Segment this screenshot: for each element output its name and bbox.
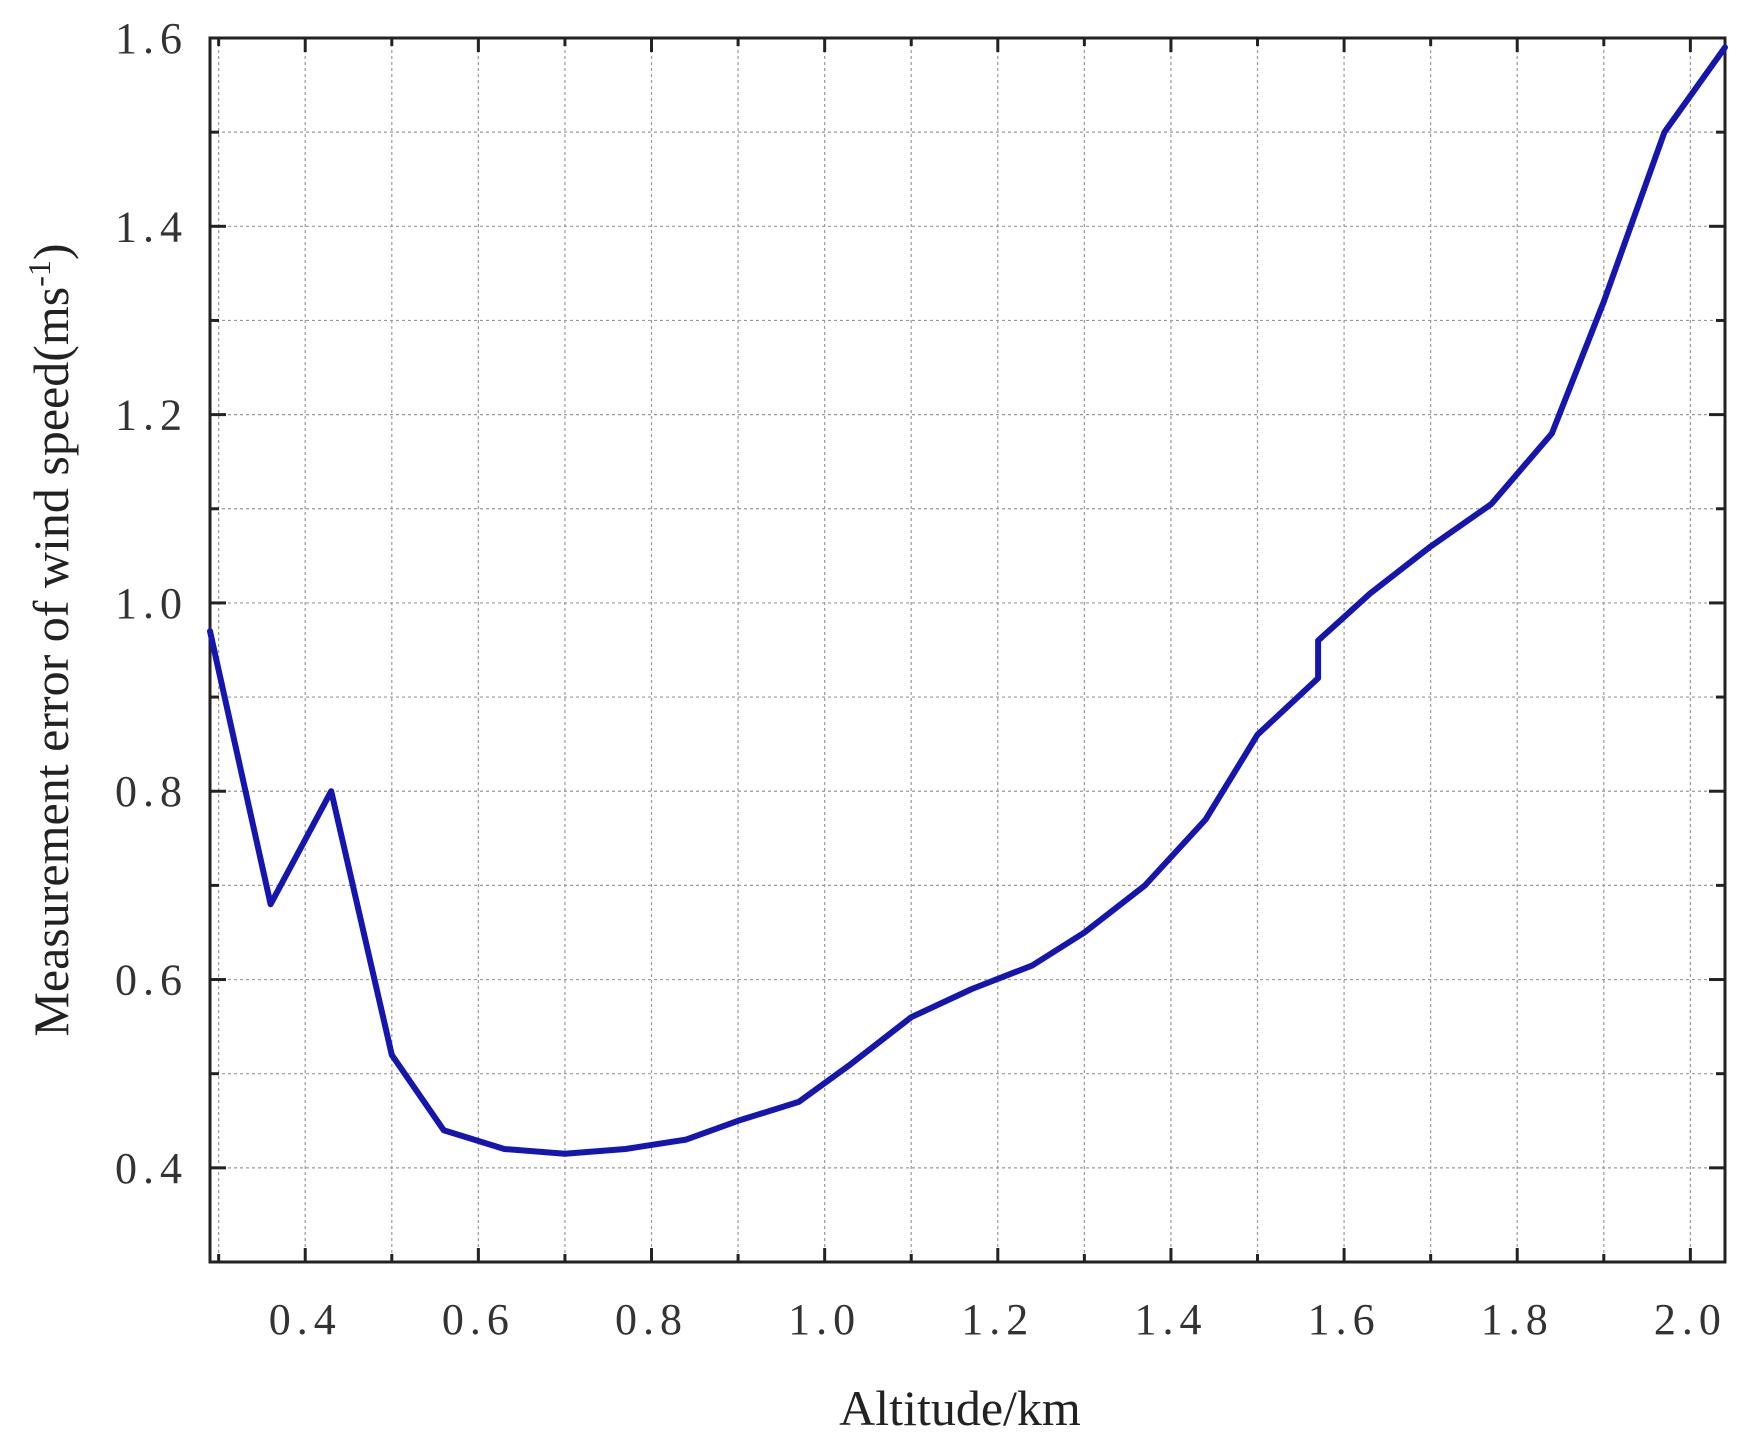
series-line: [207, 44, 1728, 1157]
y-axis-title: Measurement error of wind speed(ms-1): [21, 243, 79, 1036]
y-tick-label: 0.4: [115, 1144, 188, 1193]
axes: [208, 36, 1727, 1264]
y-tick-label: 1.0: [115, 579, 188, 628]
y-tick-label: 1.6: [115, 14, 188, 63]
x-tick-label: 1.8: [1481, 1295, 1554, 1344]
x-tick-label: 1.0: [788, 1295, 861, 1344]
y-tick-labels: 0.4 0.6 0.8 1.0 1.2 1.4 1.6: [115, 14, 188, 1193]
y-tick-label: 0.8: [115, 767, 188, 816]
y-tick-label: 0.6: [115, 956, 188, 1005]
y-axis-title-close: ): [23, 243, 79, 260]
x-tick-labels: 0.4 0.6 0.8 1.0 1.2 1.4 1.6 1.8 2.0: [269, 1295, 1727, 1344]
x-tick-label: 0.8: [615, 1295, 688, 1344]
x-tick-label: 2.0: [1654, 1295, 1727, 1344]
plot-frame: [208, 36, 1727, 1264]
x-tick-label: 1.4: [1134, 1295, 1207, 1344]
x-tick-label: 0.6: [442, 1295, 515, 1344]
y-axis-title-superscript: -1: [21, 260, 57, 287]
y-tick-label: 1.2: [115, 391, 188, 440]
x-tick-label: 1.6: [1308, 1295, 1381, 1344]
grid-lines: [210, 37, 1725, 1263]
x-tick-label: 0.4: [269, 1295, 342, 1344]
tick-marks: [210, 36, 1725, 1264]
y-tick-label: 1.4: [115, 202, 188, 251]
x-tick-label: 1.2: [961, 1295, 1034, 1344]
x-axis-title: Altitude/km: [839, 1380, 1081, 1436]
y-axis-title-main: Measurement error of wind speed(ms: [23, 287, 79, 1037]
